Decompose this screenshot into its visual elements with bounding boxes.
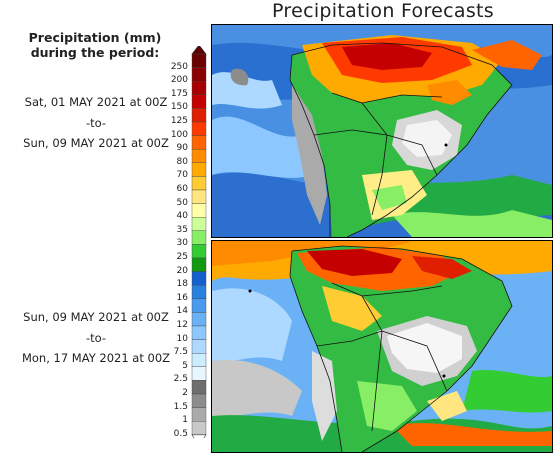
scale-min-arrow (191, 434, 207, 438)
scale-swatch-0.5 (191, 421, 207, 436)
forecast-map-2-image (212, 241, 552, 452)
scale-swatch-14 (191, 298, 207, 313)
scale-label-1.5: 1.5 (173, 401, 188, 412)
scale-swatch-5 (191, 353, 207, 368)
scale-label-7.5: 7.5 (173, 347, 188, 358)
scale-swatch-100 (191, 121, 207, 136)
scale-swatch-2 (191, 380, 207, 395)
scale-swatch-7.5 (191, 339, 207, 354)
scale-swatch-2.5 (191, 366, 207, 381)
scale-label-70: 70 (176, 170, 188, 181)
scale-swatch-10 (191, 325, 207, 340)
period-1-label: Sat, 01 MAY 2021 at 00Z -to- Sun, 09 MAY… (0, 96, 192, 158)
scale-label-5: 5 (182, 360, 188, 371)
page-title: Precipitation Forecasts (272, 0, 494, 22)
period-1-separator: -to- (85, 115, 107, 130)
forecast-map-1-image (212, 25, 552, 237)
scale-max-arrow (191, 46, 207, 55)
scale-swatch-35 (191, 216, 207, 231)
scale-label-12: 12 (176, 320, 188, 330)
scale-swatch-60 (191, 176, 207, 191)
scale-label-16: 16 (176, 292, 188, 303)
color-scale-legend: 250 200 175 150 125 100 90 80 70 60 50 40 35 30 25 20 18… (164, 46, 214, 438)
scale-label-20: 20 (176, 265, 188, 276)
scale-swatch-20 (191, 257, 207, 272)
scale-swatch-30 (191, 230, 207, 245)
scale-swatch-125 (191, 108, 207, 123)
scale-swatch-70 (191, 162, 207, 177)
forecast-map-period-1 (211, 24, 553, 238)
scale-label-90: 90 (176, 143, 188, 154)
scale-label-10: 10 (176, 333, 188, 344)
scale-label-80: 80 (176, 156, 188, 167)
scale-swatch-175 (191, 81, 207, 96)
scale-label-0.5: 0.5 (173, 428, 188, 439)
scale-swatch-1.5 (191, 393, 207, 408)
color-scale-bar (191, 46, 207, 438)
legend-heading-line1: Precipitation (mm) (28, 30, 162, 45)
legend-heading: Precipitation (mm) during the period: (0, 30, 190, 60)
scale-label-1: 1 (182, 415, 188, 426)
scale-swatch-18 (191, 271, 207, 286)
scale-label-175: 175 (170, 88, 188, 99)
scale-label-30: 30 (176, 238, 188, 249)
scale-label-50: 50 (176, 197, 188, 208)
scale-swatch-1 (191, 407, 207, 422)
scale-label-250: 250 (170, 61, 188, 72)
scale-label-35: 35 (176, 224, 188, 235)
scale-swatch-200 (191, 67, 207, 82)
period-1-start: Sat, 01 MAY 2021 at 00Z (24, 95, 168, 109)
scale-swatch-25 (191, 244, 207, 259)
scale-label-100: 100 (170, 129, 188, 140)
scale-swatch-40 (191, 203, 207, 218)
scale-swatch-16 (191, 284, 207, 299)
scale-label-150: 150 (170, 102, 188, 113)
period-1-end: Sun, 09 MAY 2021 at 00Z (23, 136, 169, 150)
period-2-label: Sun, 09 MAY 2021 at 00Z -to- Mon, 17 MAY… (0, 311, 192, 373)
scale-label-2.5: 2.5 (173, 374, 188, 385)
scale-label-25: 25 (176, 252, 188, 262)
scale-label-18: 18 (176, 279, 188, 290)
period-2-start: Sun, 09 MAY 2021 at 00Z (23, 310, 169, 324)
scale-label-2: 2 (182, 388, 188, 398)
scale-label-125: 125 (170, 116, 188, 126)
scale-swatch-250 (191, 53, 207, 68)
legend-heading-line2: during the period: (30, 45, 160, 60)
period-2-end: Mon, 17 MAY 2021 at 00Z (21, 351, 171, 365)
period-2-separator: -to- (85, 330, 107, 345)
forecast-map-period-2 (211, 240, 553, 453)
scale-swatch-90 (191, 135, 207, 150)
scale-swatch-12 (191, 312, 207, 327)
scale-swatch-80 (191, 148, 207, 163)
scale-label-14: 14 (176, 306, 188, 317)
scale-label-200: 200 (170, 75, 188, 86)
scale-label-60: 60 (176, 184, 188, 194)
scale-label-40: 40 (176, 211, 188, 222)
scale-swatch-50 (191, 189, 207, 204)
scale-swatch-150 (191, 94, 207, 109)
